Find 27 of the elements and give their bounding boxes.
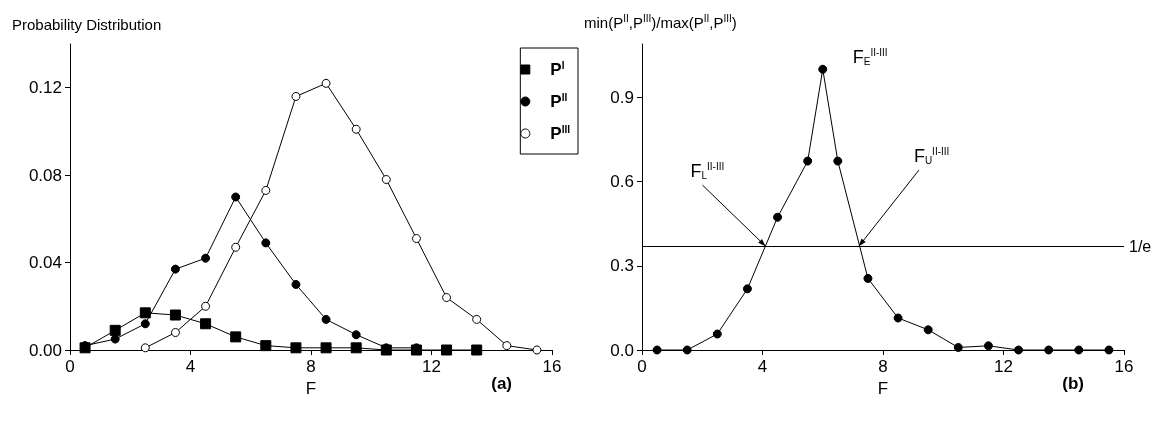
- x-tick-label: 8: [306, 357, 316, 376]
- y-tick-label: 0.6: [610, 172, 634, 192]
- text: (b): [1062, 374, 1085, 393]
- y-tick-label: 0.12: [28, 78, 62, 98]
- x-tick-label: 0: [637, 357, 647, 376]
- x-tick-label: 16: [542, 357, 562, 376]
- y-tick-label: 0.3: [610, 256, 634, 276]
- text: (a): [491, 374, 512, 393]
- y-tick-label: 0.08: [28, 165, 62, 185]
- annotation: FLII-III: [690, 160, 725, 181]
- x-tick-label: 4: [185, 357, 196, 376]
- x-tick-label: 16: [1114, 357, 1134, 376]
- x-tick-label: 12: [422, 357, 441, 376]
- y-tick-label: 0.0: [610, 340, 634, 360]
- y-tick-label: 0.00: [28, 340, 62, 360]
- y-axis-title: Probability Distribution: [12, 16, 162, 33]
- x-tick-label: 4: [757, 357, 768, 376]
- x-tick-label: 12: [994, 357, 1013, 376]
- x-tick-label: 8: [878, 357, 888, 376]
- x-axis-title: F: [305, 379, 317, 398]
- ref-line-label: 1/e: [1129, 237, 1152, 255]
- y-tick-label: 0.04: [28, 253, 62, 273]
- annotation: FEII-III: [852, 46, 888, 67]
- x-axis-title: F: [877, 379, 889, 398]
- y-tick-label: 0.9: [610, 87, 634, 107]
- x-tick-label: 0: [65, 357, 75, 376]
- annotation: FUII-III: [913, 145, 950, 166]
